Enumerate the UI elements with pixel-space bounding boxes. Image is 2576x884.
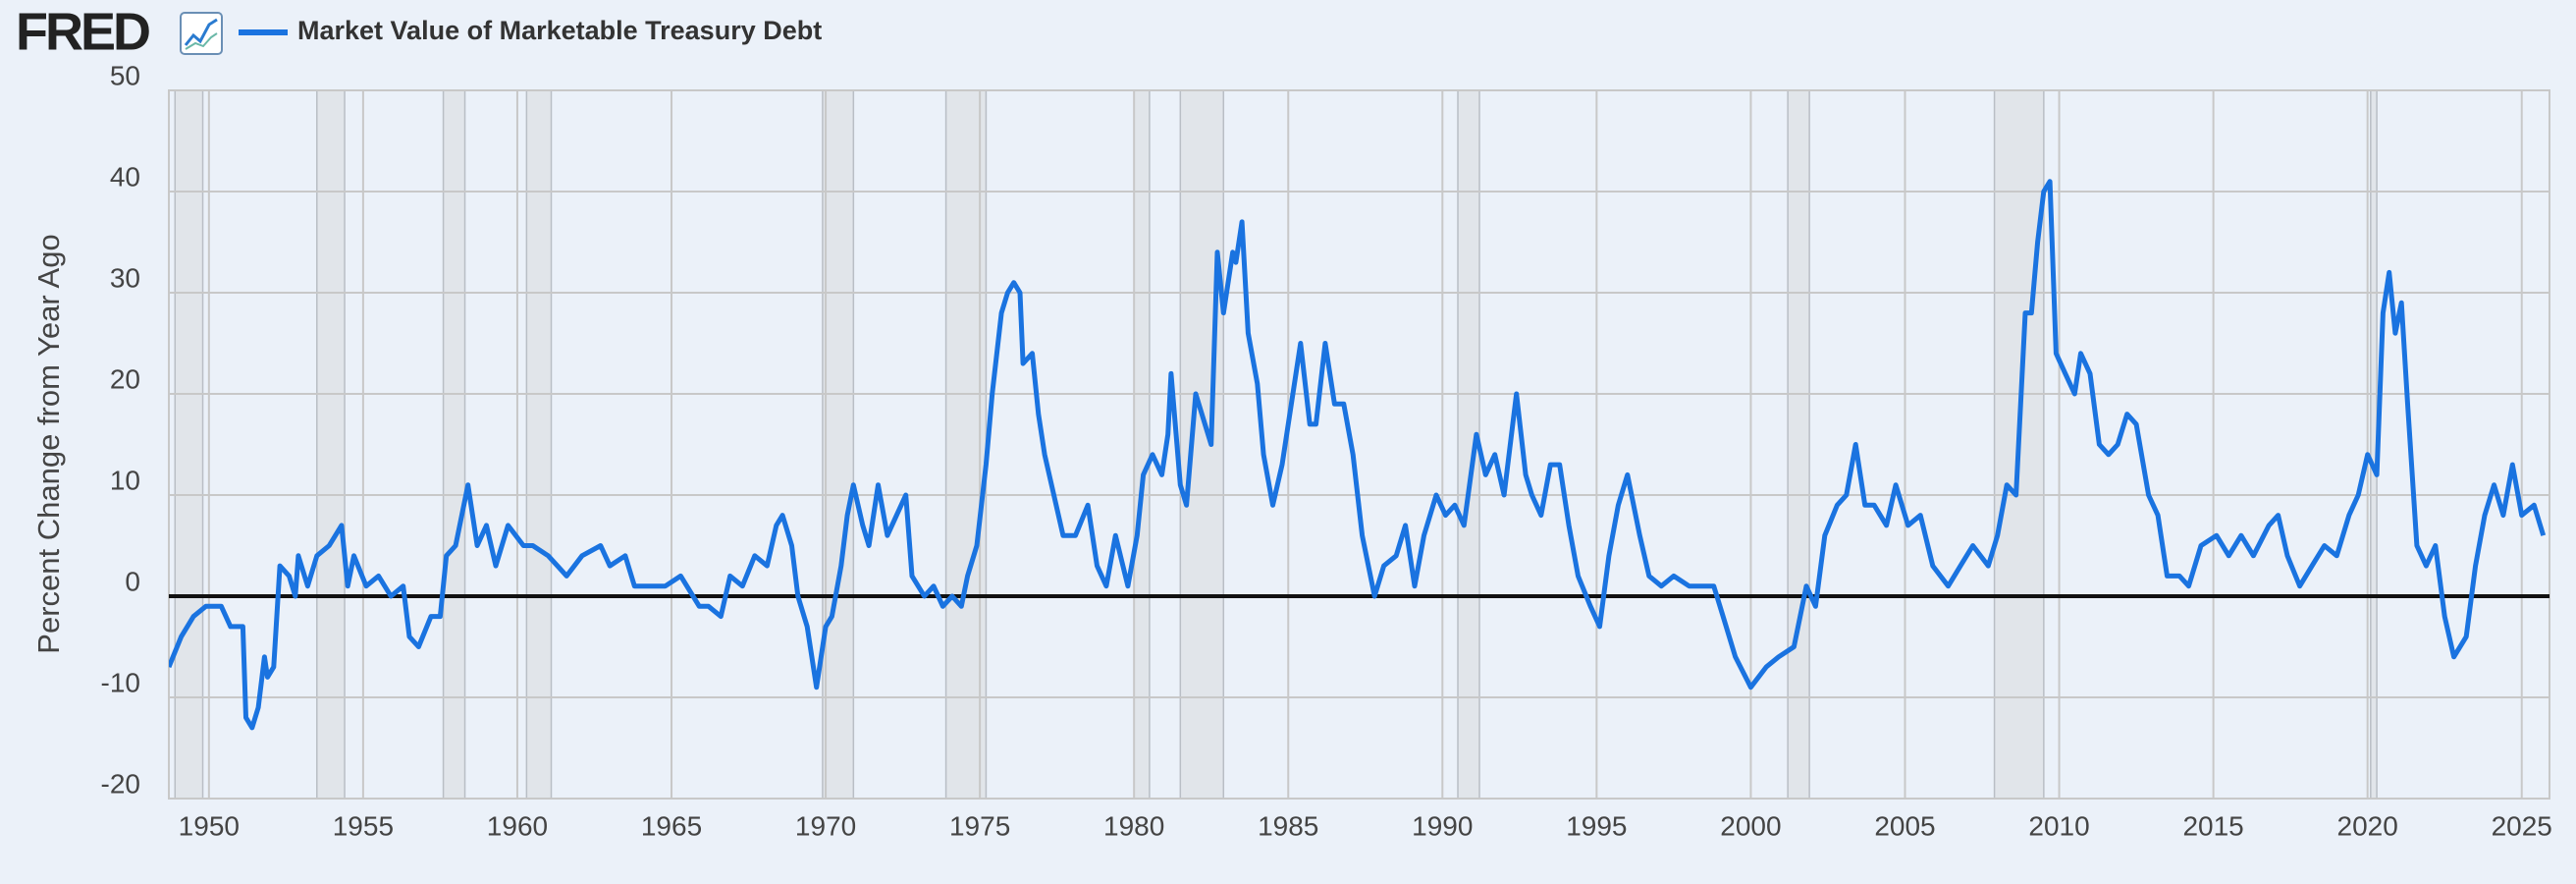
- y-tick-label: 10: [110, 465, 140, 495]
- plot-area: -20 -10 0 10 20 30 40 50 1950 1955 1960 1965 1970 197…: [101, 60, 2552, 841]
- y-tick-label: 40: [110, 161, 140, 192]
- x-tick-label: 1965: [641, 810, 702, 841]
- recession-band: [822, 89, 855, 800]
- x-tick-label: 2025: [2492, 810, 2552, 841]
- logo-icon: [180, 12, 223, 55]
- y-tick-label: -20: [101, 768, 140, 799]
- y-tick-label: 0: [125, 566, 140, 596]
- x-tick-label: 1975: [949, 810, 1010, 841]
- x-tick-label: 1990: [1412, 810, 1473, 841]
- recession-band: [525, 89, 553, 800]
- series-line: [169, 179, 2547, 731]
- legend-label: Market Value of Marketable Treasury Debt: [297, 16, 822, 45]
- logo: FRED: [16, 2, 149, 61]
- x-tick-label: 1950: [179, 810, 240, 841]
- y-axis-title: Percent Change from Year Ago: [31, 234, 66, 653]
- x-tick-label: 2005: [1874, 810, 1935, 841]
- recession-band: [174, 89, 204, 800]
- x-tick-label: 2020: [2337, 810, 2398, 841]
- recession-band: [1787, 89, 1810, 800]
- x-tick-label: 2015: [2182, 810, 2243, 841]
- x-tick-label: 1985: [1258, 810, 1318, 841]
- x-tick-label: 2000: [1720, 810, 1781, 841]
- x-tick-label: 1960: [487, 810, 548, 841]
- x-tick-label: 1955: [333, 810, 394, 841]
- y-tick-label: 20: [110, 363, 140, 394]
- plot-border: [168, 89, 2550, 800]
- y-tick-label: -10: [101, 667, 140, 697]
- recession-band: [442, 89, 466, 800]
- y-tick-label: 50: [110, 60, 140, 90]
- x-tick-label: 1970: [795, 810, 856, 841]
- x-tick-label: 1980: [1103, 810, 1164, 841]
- legend: Market Value of Marketable Treasury Debt: [239, 16, 822, 45]
- recession-band: [316, 89, 346, 800]
- recession-band: [1133, 89, 1151, 800]
- x-tick-label: 2010: [2028, 810, 2089, 841]
- recession-band: [1179, 89, 1225, 800]
- x-tick-label: 1995: [1566, 810, 1627, 841]
- y-tick-label: 30: [110, 262, 140, 293]
